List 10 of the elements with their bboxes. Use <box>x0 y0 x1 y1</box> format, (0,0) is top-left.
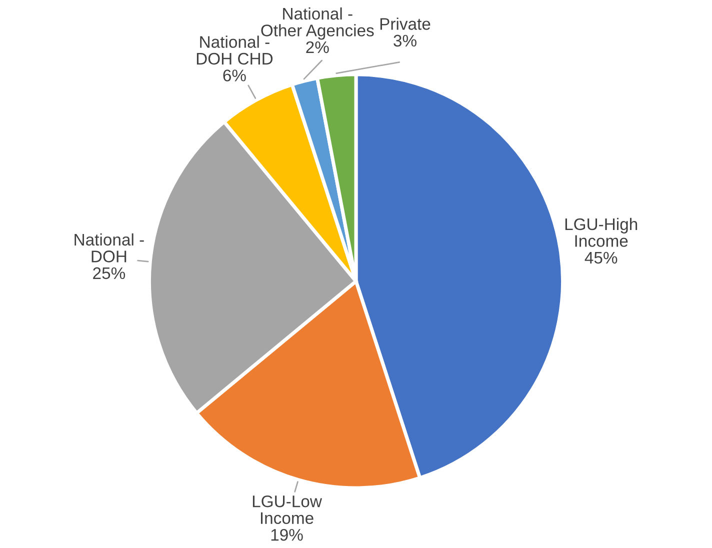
data-label: 45% <box>584 252 618 264</box>
data-label: 2% <box>306 41 329 54</box>
data-label: 25% <box>93 267 126 280</box>
data-label: 6% <box>223 70 246 82</box>
slice-label: LGU-Low Income <box>252 495 322 524</box>
slice-label: Private <box>380 18 430 30</box>
data-label: 19% <box>271 528 303 541</box>
slice-label: National - DOH <box>74 233 144 262</box>
data-label: 3% <box>394 34 416 47</box>
slice-label: LGU-High Income <box>565 218 638 247</box>
